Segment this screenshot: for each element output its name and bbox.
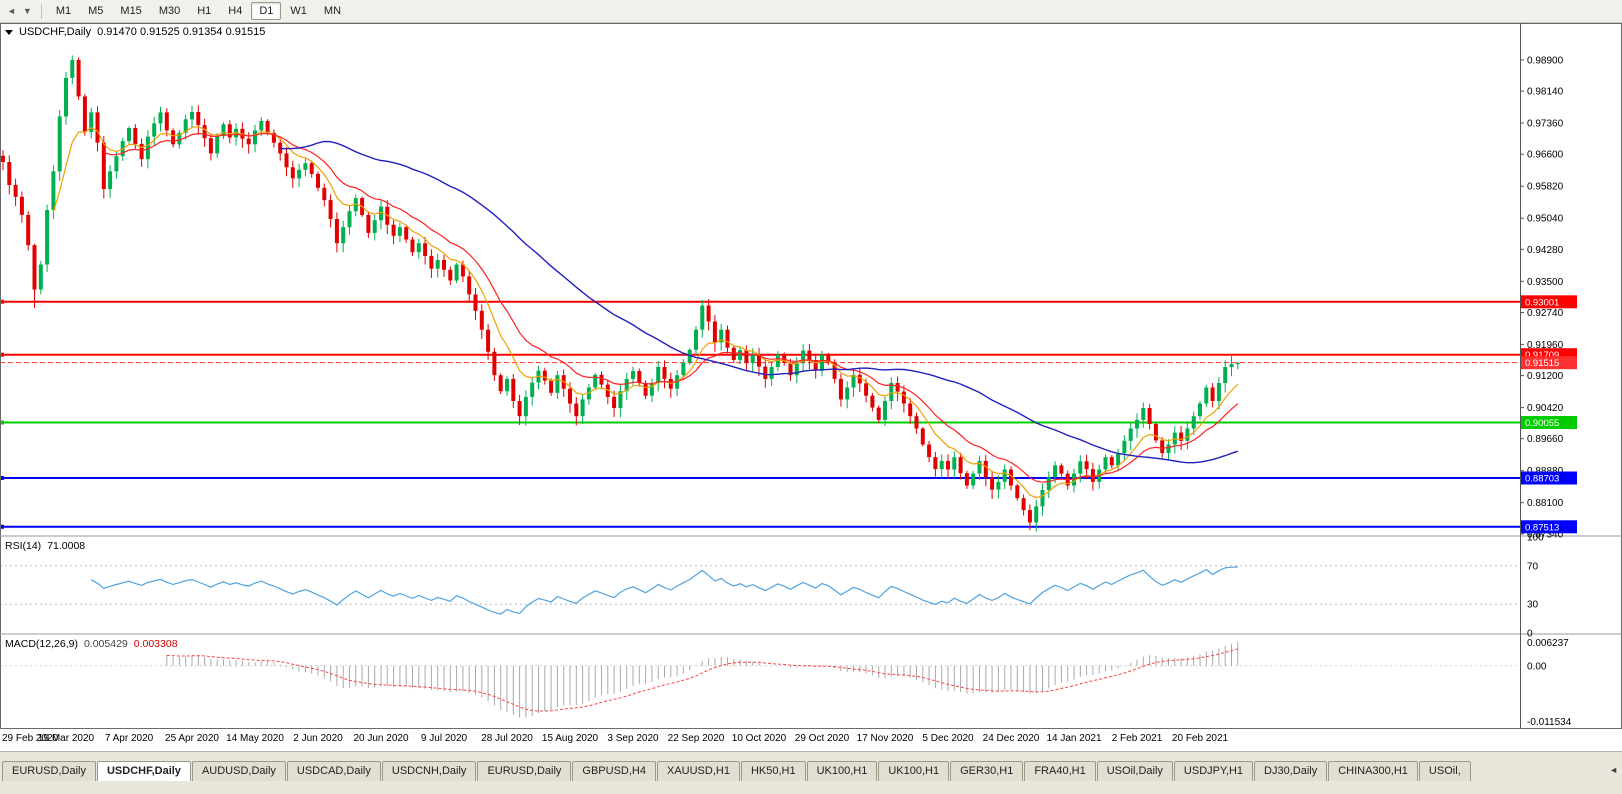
chart-tab-uk100-h1[interactable]: UK100,H1: [878, 761, 950, 781]
timeframe-button-m5[interactable]: M5: [80, 2, 111, 20]
chart-tab-usoil-daily[interactable]: USOil,Daily: [1096, 761, 1173, 781]
chart-tab-eurusd-daily[interactable]: EURUSD,Daily: [477, 761, 572, 781]
timeframe-button-h4[interactable]: H4: [220, 2, 250, 20]
chart-tab-audusd-daily[interactable]: AUDUSD,Daily: [191, 761, 286, 781]
svg-text:0.98900: 0.98900: [1527, 55, 1564, 66]
svg-text:0.87513: 0.87513: [1525, 522, 1559, 533]
time-axis-label: 15 Aug 2020: [541, 733, 599, 744]
svg-text:0.88703: 0.88703: [1525, 474, 1559, 485]
svg-text:0.91709: 0.91709: [1525, 350, 1559, 361]
toolbar-separator: [40, 3, 42, 19]
chart-tab-usdchf-daily[interactable]: USDCHF,Daily: [96, 761, 191, 781]
chart-tab-ger30-h1[interactable]: GER30,H1: [950, 761, 1024, 781]
svg-text:0.94280: 0.94280: [1527, 245, 1564, 256]
chart-tab-china300-h1[interactable]: CHINA300,H1: [1328, 761, 1418, 781]
time-axis-label: 17 Nov 2020: [856, 733, 914, 744]
chart-tabs: EURUSD,Daily USDCHF,Daily AUDUSD,Daily USDC…: [2, 761, 1472, 781]
svg-text:0.91515: 0.91515: [1525, 358, 1559, 369]
timeframe-toolbar: ◄ ▼ M1 M5 M15 M30 H1 H4 D1 W1 MN: [0, 0, 1622, 23]
svg-text:0.95040: 0.95040: [1527, 214, 1564, 225]
svg-text:0.96600: 0.96600: [1527, 150, 1564, 161]
svg-text:-0.011534: -0.011534: [1527, 717, 1572, 728]
timeframe-button-d1[interactable]: D1: [251, 2, 282, 20]
time-axis-label: 29 Oct 2020: [794, 733, 850, 744]
svg-text:0.90055: 0.90055: [1525, 418, 1559, 429]
chart-tab-xauusd-h1[interactable]: XAUUSD,H1: [656, 761, 740, 781]
timeframe-button-m30[interactable]: M30: [151, 2, 188, 20]
svg-text:0.93500: 0.93500: [1527, 277, 1564, 288]
svg-text:0.90420: 0.90420: [1527, 403, 1564, 414]
time-axis-label: 14 Jan 2021: [1046, 733, 1102, 744]
svg-text:0.95820: 0.95820: [1527, 182, 1564, 193]
svg-text:0.87340: 0.87340: [1527, 529, 1564, 540]
time-axis-label: 2 Feb 2021: [1111, 733, 1163, 744]
time-axis-label: 22 Sep 2020: [667, 733, 725, 744]
timeframe-button-m1[interactable]: M1: [48, 2, 79, 20]
svg-text:0.00: 0.00: [1527, 661, 1547, 672]
time-axis-label: 29 Feb 2020: [2, 733, 59, 744]
chart-scroll-back-icon[interactable]: ◄: [7, 6, 16, 16]
svg-text:0.98140: 0.98140: [1527, 87, 1564, 98]
time-axis-label: 28 Jul 2020: [481, 733, 533, 744]
tab-scroll-left-icon[interactable]: ◄: [1609, 765, 1618, 775]
toolbar-dropdown-icon[interactable]: ▼: [22, 6, 32, 16]
svg-text:0: 0: [1527, 629, 1533, 640]
time-axis-label: 10 Oct 2020: [731, 733, 787, 744]
svg-text:30: 30: [1527, 600, 1539, 611]
svg-text:100: 100: [1527, 533, 1544, 544]
time-axis[interactable]: 29 Feb 2020 19 Mar 2020 7 Apr 2020 25 Apr 2…: [0, 728, 1622, 752]
timeframe-button-m15[interactable]: M15: [112, 2, 149, 20]
chart-tab-uk100-h1[interactable]: UK100,H1: [806, 761, 878, 781]
svg-text:0.88100: 0.88100: [1527, 498, 1564, 509]
chart-tab-usdjpy-h1[interactable]: USDJPY,H1: [1173, 761, 1254, 781]
svg-text:0.92740: 0.92740: [1527, 308, 1564, 319]
svg-text:0.91960: 0.91960: [1527, 340, 1564, 351]
svg-text:0.89660: 0.89660: [1527, 434, 1564, 445]
time-axis-label: 2 Jun 2020: [293, 733, 343, 744]
chart-tab-bar: EURUSD,Daily USDCHF,Daily AUDUSD,Daily USDC…: [0, 751, 1622, 781]
svg-text:0.006237: 0.006237: [1527, 638, 1569, 649]
timeframe-button-mn[interactable]: MN: [316, 2, 349, 20]
timeframe-button-w1[interactable]: W1: [282, 2, 315, 20]
chart-tab-dj30-daily[interactable]: DJ30,Daily: [1254, 761, 1328, 781]
chart-tab-usdcnh-daily[interactable]: USDCNH,Daily: [381, 761, 477, 781]
svg-text:0.93001: 0.93001: [1525, 297, 1559, 308]
timeframe-buttons: M1 M5 M15 M30 H1 H4 D1 W1 MN: [48, 2, 349, 20]
chart-tab-usdcad-daily[interactable]: USDCAD,Daily: [286, 761, 381, 781]
time-axis-label: 14 May 2020: [226, 733, 284, 744]
time-axis-label: 5 Dec 2020: [922, 733, 974, 744]
time-axis-label: 25 Apr 2020: [165, 733, 219, 744]
time-axis-label: 20 Jun 2020: [353, 733, 409, 744]
svg-text:0.91200: 0.91200: [1527, 371, 1564, 382]
time-axis-label: 19 Mar 2020: [37, 733, 95, 744]
time-axis-label: 7 Apr 2020: [104, 733, 154, 744]
chart-canvas[interactable]: 0.98900 0.98140 0.97360 0.96600 0.95820 0.950…: [0, 23, 1622, 728]
timeframe-button-h1[interactable]: H1: [189, 2, 219, 20]
chart-tab-eurusd-daily[interactable]: EURUSD,Daily: [2, 761, 96, 781]
svg-text:0.97360: 0.97360: [1527, 119, 1564, 130]
chart-tab-hk50-h1[interactable]: HK50,H1: [740, 761, 806, 781]
chart-tab-gbpusd-h4[interactable]: GBPUSD,H4: [572, 761, 656, 781]
time-axis-label: 20 Feb 2021: [1171, 733, 1229, 744]
chart-tab-usoil[interactable]: USOil,: [1418, 761, 1471, 781]
chart-tab-fra40-h1[interactable]: FRA40,H1: [1024, 761, 1096, 781]
time-axis-label: 3 Sep 2020: [607, 733, 659, 744]
time-axis-label: 9 Jul 2020: [420, 733, 468, 744]
time-axis-label: 24 Dec 2020: [982, 733, 1040, 744]
chart-window: 0.98900 0.98140 0.97360 0.96600 0.95820 0.950…: [0, 23, 1622, 752]
svg-text:70: 70: [1527, 561, 1539, 572]
